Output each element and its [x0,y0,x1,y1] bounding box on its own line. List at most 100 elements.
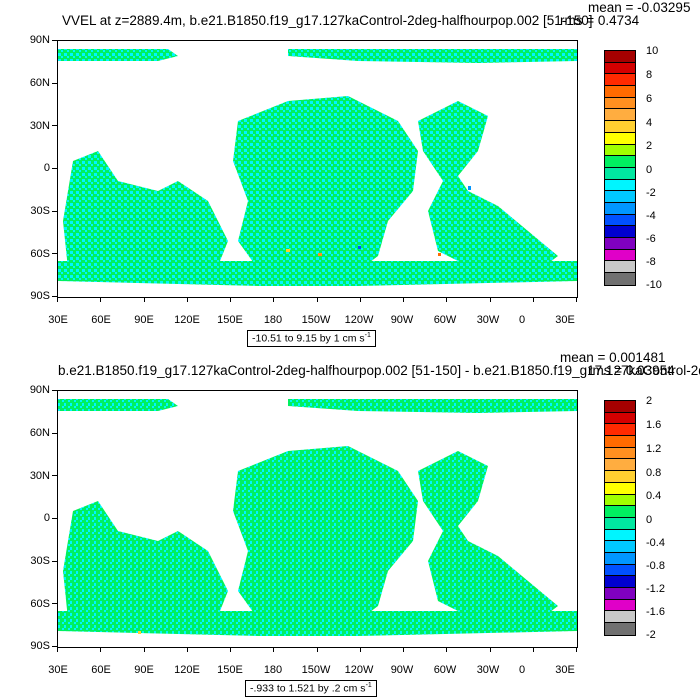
x-tickmark [273,647,275,652]
x-tick-label: 120W [344,664,374,676]
x-tickmark [532,647,534,652]
colorbar-swatch [605,506,635,518]
colorbar-label: 0.4 [646,490,662,502]
y-tickmark [52,432,57,434]
colorbar-label: 8 [646,69,653,81]
colorbar-swatch [605,552,635,565]
colorbar-label: -2 [646,187,656,199]
x-tickmark [316,647,318,652]
colorbar-swatch [605,167,635,180]
y-tickmark [52,390,57,391]
y-tick-label: 90N [29,384,50,396]
colorbar-swatch [605,588,635,600]
x-tickmark [446,647,448,652]
y-tickmark [52,40,57,41]
x-tickmark [230,647,231,652]
colorbar-swatch [605,202,635,215]
colorbar-swatch [605,471,635,483]
colorbar-swatch [605,494,635,507]
y-tick-label: 30N [29,470,50,482]
colorbar-swatch [605,623,635,635]
y-tickmark [52,603,57,605]
x-tick-label: 150W [301,664,331,676]
x-tick-label: 180 [263,314,283,326]
x-tickmark [446,297,448,302]
colorbar-swatch [605,482,635,495]
colorbar-label: 0 [646,514,653,526]
y-tick-label: 90N [29,34,50,46]
map-plot [57,390,578,648]
x-tickmark [576,297,577,302]
colorbar-swatch [605,424,635,437]
map-field [58,49,577,286]
x-tick-label: 60E [91,664,111,676]
colorbar-swatch [605,517,635,530]
colorbar-label: -1.6 [646,606,665,618]
colorbar-swatch [605,97,635,110]
colorbar-swatch [605,121,635,133]
colorbar-label: 6 [646,93,653,105]
y-tick-label: 0 [43,512,50,524]
x-tick-label: 120E [174,314,200,326]
map-panel-bottom: b.e21.B1850.f19_g17.127kaControl-2deg-ha… [0,350,700,700]
x-tickmark [532,297,534,302]
colorbar-label: 1.6 [646,419,662,431]
colorbar-swatch [605,109,635,122]
y-tick-label: 90S [30,290,50,302]
x-tickmark [359,647,361,652]
colorbar-swatch [605,62,635,75]
colorbar-swatch [605,541,635,553]
colorbar-swatch [605,459,635,472]
colorbar-label: 2 [646,140,653,152]
y-tick-label: 60N [29,427,50,439]
colorbar-swatch [605,86,635,98]
colorbar-swatch [605,51,635,63]
x-tickmark [359,297,361,302]
x-tick-label: 120E [174,664,200,676]
y-tickmark [52,125,57,127]
x-tickmark [403,297,404,302]
colorbar-label: -2 [646,629,656,641]
x-tickmark [143,647,145,652]
rms-stat: rms = 0.4734 [560,13,640,28]
colorbar-swatch [605,401,635,413]
x-tick-label: 0 [518,314,526,326]
x-tick-label: 150W [301,314,331,326]
x-tick-label: 60W [433,314,457,326]
colorbar-label: 0 [646,164,653,176]
colorbar-label: 2 [646,395,653,407]
colorbar-swatch [605,179,635,192]
x-tick-label: 60W [433,664,457,676]
colorbar-swatch [605,238,635,250]
x-tick-label: 150E [217,314,243,326]
x-tick-label: 90E [134,314,154,326]
y-tickmark [52,475,57,477]
x-tick-label: 90W [390,314,414,326]
y-tickmark [52,518,57,519]
x-tickmark [186,647,188,652]
x-tick-label: 30E [48,664,68,676]
x-tick-label: 30E [555,664,575,676]
colorbar-label: 1.2 [646,443,662,455]
y-tickmark [52,210,57,212]
colorbar-swatch [605,261,635,274]
colorbar-swatch [605,564,635,577]
colorbar-label: 0.8 [646,467,662,479]
colorbar-swatch [605,436,635,448]
x-tickmark [100,647,102,652]
x-tick-label: 60E [91,314,111,326]
y-tickmark [52,168,57,169]
x-tick-label: 30E [555,314,575,326]
y-tickmark [52,82,57,84]
x-tickmark [57,297,58,302]
y-tickmark [52,296,57,297]
mean-stat: mean = -0.03295 [588,0,691,15]
x-tick-label: 0 [518,664,526,676]
x-tickmark [403,647,404,652]
y-tick-label: 60N [29,77,50,89]
x-tickmark [143,297,145,302]
colorbar-swatch [605,412,635,425]
x-tick-label: 90W [390,664,414,676]
colorbar-swatch [605,599,635,612]
map-field [58,399,577,636]
